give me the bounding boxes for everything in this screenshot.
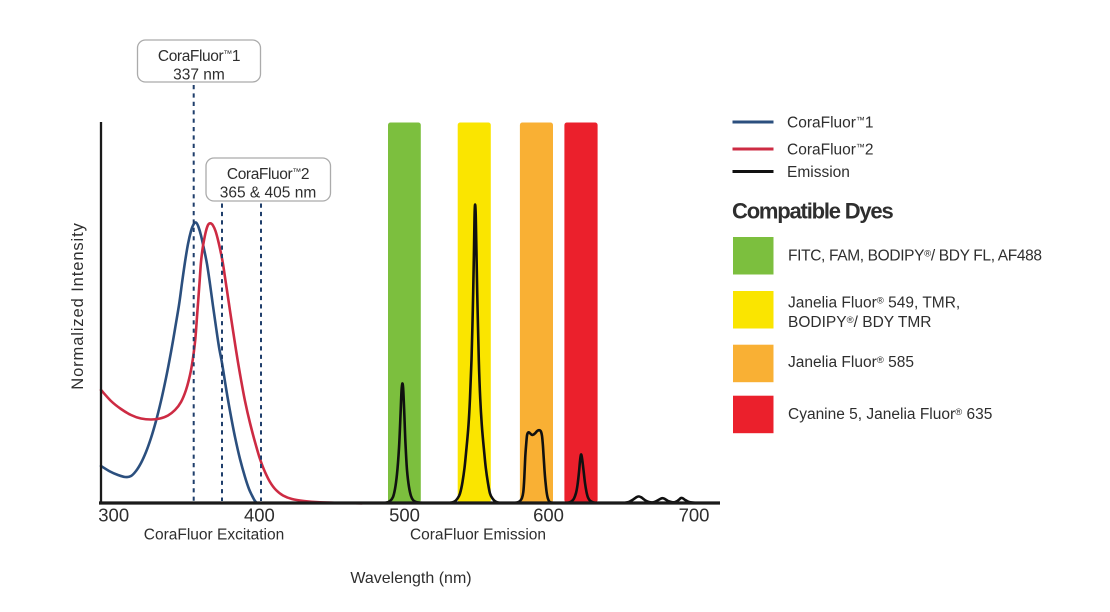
svg-text:365 & 405 nm: 365 & 405 nm <box>220 185 317 202</box>
svg-text:337 nm: 337 nm <box>173 67 225 84</box>
svg-text:BODIPY®/ BDY TMR: BODIPY®/ BDY TMR <box>788 314 931 331</box>
svg-text:CoraFluor™2: CoraFluor™2 <box>227 166 309 183</box>
svg-text:CoraFluor™1: CoraFluor™1 <box>158 48 240 65</box>
svg-text:600: 600 <box>533 505 564 526</box>
svg-text:CoraFluor Excitation: CoraFluor Excitation <box>144 527 284 544</box>
svg-text:CoraFluor Emission: CoraFluor Emission <box>410 527 546 544</box>
svg-text:CoraFluor™2: CoraFluor™2 <box>787 142 874 159</box>
svg-text:Emission: Emission <box>787 164 850 181</box>
svg-text:Normalized Intensity: Normalized Intensity <box>69 222 87 389</box>
svg-text:Compatible Dyes: Compatible Dyes <box>732 199 893 224</box>
svg-text:400: 400 <box>244 505 275 526</box>
svg-text:Janelia Fluor® 549, TMR,: Janelia Fluor® 549, TMR, <box>788 295 960 312</box>
svg-text:CoraFluor™1: CoraFluor™1 <box>787 115 874 132</box>
svg-text:300: 300 <box>98 505 129 526</box>
svg-text:Cyanine 5, Janelia Fluor® 635: Cyanine 5, Janelia Fluor® 635 <box>788 406 992 423</box>
svg-text:700: 700 <box>679 505 710 526</box>
svg-text:Wavelength (nm): Wavelength (nm) <box>350 570 471 587</box>
svg-text:Janelia Fluor® 585: Janelia Fluor® 585 <box>788 354 914 371</box>
svg-text:500: 500 <box>389 505 420 526</box>
svg-text:FITC, FAM, BODIPY®/ BDY FL, AF: FITC, FAM, BODIPY®/ BDY FL, AF488 <box>788 248 1042 265</box>
